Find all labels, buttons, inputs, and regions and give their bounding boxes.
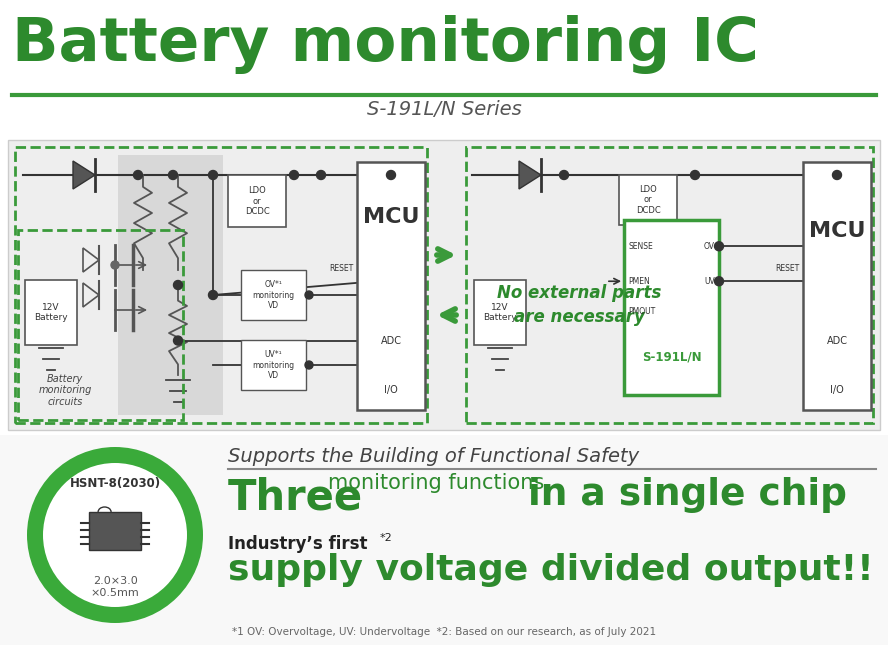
Bar bbox=[89, 512, 141, 550]
Text: Three: Three bbox=[228, 477, 363, 519]
Text: S-191L/N Series: S-191L/N Series bbox=[367, 100, 521, 119]
Bar bbox=[25, 280, 77, 345]
Circle shape bbox=[833, 170, 842, 179]
Circle shape bbox=[27, 447, 203, 623]
Circle shape bbox=[386, 170, 395, 179]
Circle shape bbox=[173, 281, 183, 290]
Text: in a single chip: in a single chip bbox=[528, 477, 847, 513]
Text: I/O: I/O bbox=[385, 385, 398, 395]
Bar bbox=[18, 230, 183, 420]
Polygon shape bbox=[73, 161, 95, 189]
Circle shape bbox=[305, 361, 313, 369]
Text: Battery
monitoring
circuits: Battery monitoring circuits bbox=[38, 374, 91, 407]
Text: I/O: I/O bbox=[830, 385, 844, 395]
Text: 12V
Battery: 12V Battery bbox=[34, 303, 67, 322]
Bar bbox=[15, 147, 427, 423]
Text: monitoring functions: monitoring functions bbox=[328, 473, 544, 493]
Circle shape bbox=[316, 170, 326, 179]
Text: PMEN: PMEN bbox=[628, 277, 650, 286]
Bar bbox=[241, 270, 306, 320]
Circle shape bbox=[559, 170, 568, 179]
Circle shape bbox=[173, 336, 183, 345]
Text: OV*¹
monitoring
VD: OV*¹ monitoring VD bbox=[252, 280, 295, 310]
Text: HSNT-8(2030): HSNT-8(2030) bbox=[69, 477, 161, 490]
Text: Battery monitoring IC: Battery monitoring IC bbox=[12, 15, 759, 74]
Circle shape bbox=[289, 170, 298, 179]
FancyArrowPatch shape bbox=[437, 249, 450, 261]
Text: MCU: MCU bbox=[363, 206, 419, 226]
Text: ADC: ADC bbox=[827, 335, 847, 346]
Text: UV*¹
monitoring
VD: UV*¹ monitoring VD bbox=[252, 350, 295, 380]
Text: 2.0×3.0
×0.5mm: 2.0×3.0 ×0.5mm bbox=[91, 576, 139, 598]
Bar bbox=[619, 175, 677, 225]
Bar bbox=[0, 435, 888, 645]
Text: LDO
or
DCDC: LDO or DCDC bbox=[244, 186, 269, 216]
Circle shape bbox=[43, 463, 187, 607]
Text: OV: OV bbox=[704, 242, 715, 251]
Polygon shape bbox=[519, 161, 541, 189]
Circle shape bbox=[715, 277, 724, 286]
Bar bbox=[241, 340, 306, 390]
Text: Industry’s first: Industry’s first bbox=[228, 535, 368, 553]
Text: MCU: MCU bbox=[809, 221, 865, 241]
FancyArrowPatch shape bbox=[443, 309, 456, 321]
Text: 12V
Battery: 12V Battery bbox=[483, 303, 517, 322]
Circle shape bbox=[133, 170, 142, 179]
Text: No external parts
are necessary: No external parts are necessary bbox=[496, 284, 662, 326]
Text: UV: UV bbox=[704, 277, 715, 286]
Bar bbox=[803, 162, 871, 410]
Bar bbox=[228, 175, 286, 227]
Text: PMOUT: PMOUT bbox=[628, 306, 655, 315]
Circle shape bbox=[209, 290, 218, 299]
Bar bbox=[118, 155, 223, 415]
Bar bbox=[624, 220, 719, 395]
Bar bbox=[466, 147, 873, 423]
Text: Supports the Building of Functional Safety: Supports the Building of Functional Safe… bbox=[228, 447, 639, 466]
Bar bbox=[474, 280, 526, 345]
Text: S-191L/N: S-191L/N bbox=[642, 350, 702, 363]
Circle shape bbox=[169, 170, 178, 179]
Text: *2: *2 bbox=[380, 533, 392, 543]
Circle shape bbox=[691, 170, 700, 179]
Text: RESET: RESET bbox=[329, 264, 353, 273]
Text: ADC: ADC bbox=[380, 335, 401, 346]
Circle shape bbox=[715, 242, 724, 251]
Circle shape bbox=[209, 170, 218, 179]
Circle shape bbox=[111, 261, 119, 269]
Text: *1 OV: Overvoltage, UV: Undervoltage  *2: Based on our research, as of July 2021: *1 OV: Overvoltage, UV: Undervoltage *2:… bbox=[232, 627, 656, 637]
Text: supply voltage divided output!!: supply voltage divided output!! bbox=[228, 553, 874, 587]
Circle shape bbox=[305, 291, 313, 299]
Bar bbox=[8, 140, 880, 430]
Text: RESET: RESET bbox=[774, 264, 799, 273]
Bar bbox=[357, 162, 425, 410]
Text: LDO
or
DCDC: LDO or DCDC bbox=[636, 185, 661, 215]
Text: SENSE: SENSE bbox=[628, 242, 653, 251]
